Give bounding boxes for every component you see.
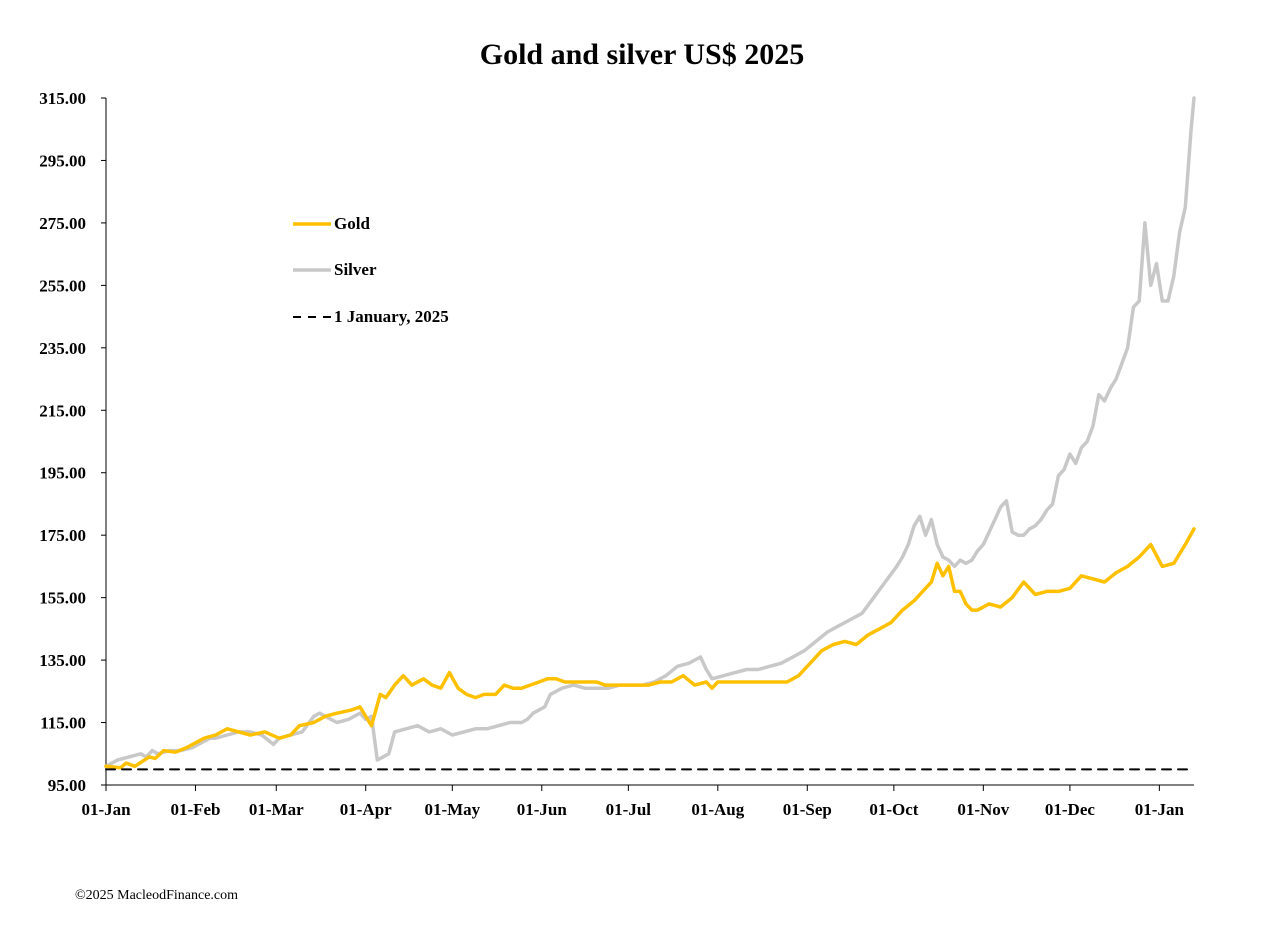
x-tick-label: 01-Sep (783, 800, 832, 819)
x-tick-label: 01-Jul (606, 800, 652, 819)
y-tick-label: 235.00 (39, 339, 86, 358)
chart-title: Gold and silver US$ 2025 (480, 38, 805, 71)
y-tick-label: 95.00 (48, 776, 86, 795)
x-tick-label: 01-Jan (81, 800, 131, 819)
y-tick-label: 135.00 (39, 651, 86, 670)
y-tick-label: 275.00 (39, 214, 86, 233)
legend-label-gold: Gold (334, 214, 370, 233)
y-tick-label: 155.00 (39, 589, 86, 608)
y-tick-label: 315.00 (39, 89, 86, 108)
x-axis: 01-Jan 01-Feb 01-Mar 01-Apr 01-May 01-Jun 01-J… (81, 784, 1194, 819)
series-line-silver (104, 96, 1196, 769)
y-tick-label: 175.00 (39, 526, 86, 545)
x-tick-label: 01-Apr (340, 800, 392, 819)
legend: Gold Silver 1 January, 2025 (293, 214, 449, 326)
x-tick-label: 01-Aug (691, 800, 744, 819)
copyright-footer: ©2025 MacleodFinance.com (75, 888, 239, 903)
y-axis: 95.00 115.00 135.00 155.00 175.00 195.00 215.0… (39, 89, 107, 795)
legend-label-baseline: 1 January, 2025 (334, 307, 449, 326)
y-tick-label: 115.00 (40, 714, 86, 733)
x-tick-label: 01-Feb (170, 800, 220, 819)
x-tick-label: 01-Mar (249, 800, 304, 819)
y-tick-label: 215.00 (39, 401, 86, 420)
x-tick-label: 01-Oct (869, 800, 918, 819)
x-tick-label: 01-Nov (957, 800, 1009, 819)
y-tick-label: 195.00 (39, 464, 86, 483)
x-tick-label: 01-Dec (1045, 800, 1095, 819)
x-tick-label: 01-May (424, 800, 480, 819)
y-tick-label: 255.00 (39, 276, 86, 295)
legend-label-silver: Silver (334, 260, 377, 279)
series-layer (104, 96, 1196, 771)
x-tick-label: 01-Jun (517, 800, 568, 819)
x-tick-label: 01-Jan (1135, 800, 1185, 819)
y-tick-label: 295.00 (39, 151, 86, 170)
series-line-gold (104, 527, 1196, 770)
